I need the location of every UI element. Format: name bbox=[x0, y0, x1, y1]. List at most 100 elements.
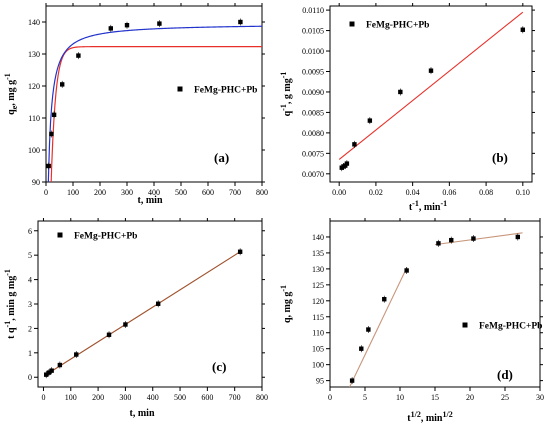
y-tick-label: 90 bbox=[32, 178, 40, 187]
x-tick-label: 0.02 bbox=[369, 188, 383, 197]
y-tick-label: 105 bbox=[312, 345, 324, 354]
panel-label: (d) bbox=[497, 367, 513, 382]
x-tick-label: 15 bbox=[431, 393, 439, 402]
y-tick-label: 120 bbox=[28, 82, 40, 91]
y-axis-title: t q-1​, min g mg-1​ bbox=[3, 269, 17, 339]
y-tick-label: 130 bbox=[312, 265, 324, 274]
x-tick-label: 0.00 bbox=[332, 188, 346, 197]
y-tick-label: 2 bbox=[28, 324, 32, 333]
legend-marker bbox=[462, 322, 468, 328]
y-tick-label: 0.0070 bbox=[302, 170, 324, 179]
y-tick-label: 110 bbox=[28, 114, 40, 123]
y-tick-label: 110 bbox=[312, 329, 324, 338]
fit-curve-red bbox=[50, 46, 262, 182]
x-tick-label: 300 bbox=[119, 393, 131, 402]
x-tick-label: 400 bbox=[148, 188, 160, 197]
y-axis-title: q, mg g-1​ bbox=[279, 285, 293, 323]
x-tick-label: 700 bbox=[229, 188, 241, 197]
y-tick-label: 125 bbox=[312, 281, 324, 290]
x-tick-label: 100 bbox=[67, 188, 79, 197]
y-tick-label: 0.0105 bbox=[302, 27, 324, 36]
legend-label: FeMg-PHC+Pb bbox=[366, 21, 429, 31]
x-tick-label: 500 bbox=[174, 393, 186, 402]
y-axis-title: q-1​, g mg-1​ bbox=[279, 72, 293, 117]
y-tick-label: 3 bbox=[28, 300, 32, 309]
legend-marker bbox=[57, 232, 63, 238]
y-tick-label: 5 bbox=[28, 251, 32, 260]
legend: FeMg-PHC+Pb bbox=[57, 232, 137, 242]
x-axis-title: t, min bbox=[138, 195, 163, 206]
y-tick-label: 0.0090 bbox=[302, 88, 324, 97]
y-tick-label: 130 bbox=[28, 50, 40, 59]
x-tick-label: 20 bbox=[466, 393, 474, 402]
x-tick-label: 200 bbox=[94, 188, 106, 197]
y-tick-label: 0.0110 bbox=[302, 6, 324, 15]
x-axis-title: t, min bbox=[130, 408, 155, 419]
x-tick-label: 0.04 bbox=[406, 188, 420, 197]
y-tick-label: 0.0095 bbox=[302, 67, 324, 76]
x-tick-label: 600 bbox=[201, 393, 213, 402]
legend: FeMg-PHC+Pb bbox=[349, 21, 429, 31]
x-tick-label: 700 bbox=[229, 393, 241, 402]
legend: FeMg-PHC+Pb bbox=[177, 86, 257, 96]
x-tick-label: 200 bbox=[92, 393, 104, 402]
y-tick-label: 6 bbox=[28, 227, 32, 236]
y-tick-label: 135 bbox=[312, 249, 324, 258]
y-tick-label: 0.0085 bbox=[302, 108, 324, 117]
y-tick-label: 4 bbox=[28, 276, 32, 285]
x-tick-label: 10 bbox=[396, 393, 404, 402]
panel-d: 0 5 10 15 20 25 30 95 100 105 110 115 120 125 130 135 14… bbox=[279, 218, 544, 424]
panel-label: (b) bbox=[492, 150, 508, 165]
x-axis-title: t1/2​, min1/2​ bbox=[407, 410, 452, 424]
y-tick-label: 115 bbox=[312, 313, 324, 322]
legend-label: FeMg-PHC+Pb bbox=[74, 232, 137, 242]
legend: FeMg-PHC+Pb bbox=[462, 322, 542, 332]
plot-frame bbox=[37, 220, 263, 388]
x-tick-label: 0.06 bbox=[442, 188, 456, 197]
panel-label: (a) bbox=[214, 150, 229, 165]
fit-line-brown bbox=[44, 251, 241, 376]
legend-label: FeMg-PHC+Pb bbox=[479, 322, 542, 332]
y-tick-label: 100 bbox=[312, 361, 324, 370]
x-tick-label: 600 bbox=[202, 188, 214, 197]
x-tick-label: 0 bbox=[328, 393, 332, 402]
y-tick-label: 140 bbox=[312, 233, 324, 242]
x-tick-label: 800 bbox=[256, 188, 268, 197]
legend-marker bbox=[349, 21, 355, 27]
y-tick-label: 0.0100 bbox=[302, 47, 324, 56]
panel-c: 0 100 200 300 400 500 600 700 800 0 1 2 3 4 5 6 FeMg-PHC… bbox=[3, 218, 268, 419]
y-tick-label: 0 bbox=[28, 373, 32, 382]
plot-frame bbox=[329, 5, 533, 183]
x-tick-label: 0 bbox=[41, 393, 45, 402]
x-axis-title: t-1​, min-1​ bbox=[409, 199, 447, 213]
x-tick-label: 300 bbox=[121, 188, 133, 197]
legend-marker bbox=[177, 86, 183, 92]
x-tick-label: 5 bbox=[363, 393, 367, 402]
y-tick-label: 140 bbox=[28, 18, 40, 27]
x-tick-label: 100 bbox=[65, 393, 77, 402]
fit-line-tan bbox=[349, 267, 408, 387]
y-axis-title: qe​, mg g-1​ bbox=[3, 73, 19, 115]
x-tick-label: 25 bbox=[501, 393, 509, 402]
y-tick-label: 95 bbox=[316, 377, 324, 386]
x-tick-label: 0 bbox=[44, 188, 48, 197]
x-tick-label: 400 bbox=[147, 393, 159, 402]
x-tick-label: 800 bbox=[256, 393, 268, 402]
y-tick-label: 100 bbox=[28, 146, 40, 155]
panel-label: (c) bbox=[212, 359, 226, 374]
panel-a: 0 100 200 300 400 500 600 700 800 90 100 110 120 130 1… bbox=[3, 3, 268, 206]
x-tick-label: 500 bbox=[175, 188, 187, 197]
x-tick-label: 0.10 bbox=[516, 188, 530, 197]
y-tick-label: 0.0075 bbox=[302, 149, 324, 158]
fit-line-red bbox=[338, 11, 524, 160]
fit-line-tan bbox=[434, 232, 523, 246]
x-tick-label: 0.08 bbox=[479, 188, 493, 197]
panel-b: 0.00 0.02 0.04 0.06 0.08 0.10 0.0070 0.0075 0.00… bbox=[279, 3, 535, 213]
fit-curve-blue bbox=[47, 25, 262, 182]
y-tick-label: 120 bbox=[312, 297, 324, 306]
legend-label: FeMg-PHC+Pb bbox=[194, 86, 257, 96]
x-tick-label: 30 bbox=[536, 393, 544, 402]
y-tick-label: 1 bbox=[28, 349, 32, 358]
y-tick-label: 0.0080 bbox=[302, 129, 324, 138]
